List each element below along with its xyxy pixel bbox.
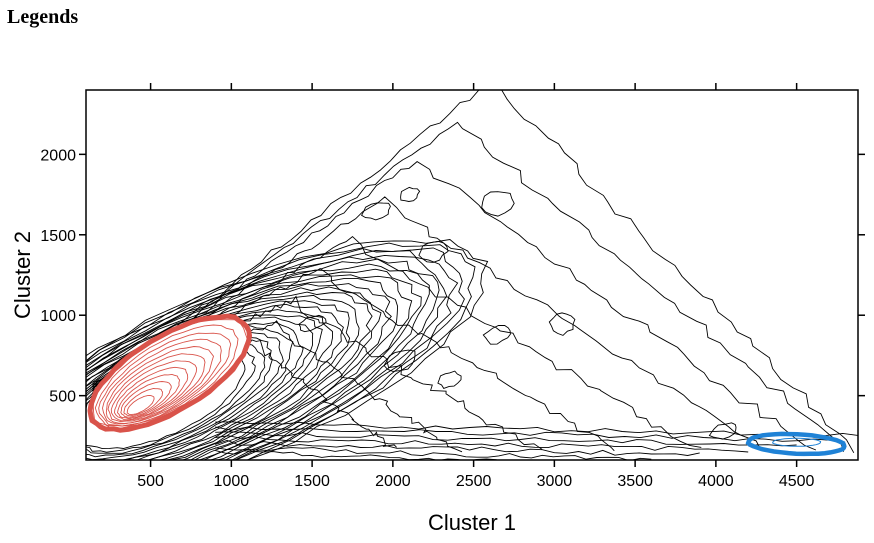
contour-line: [86, 291, 373, 460]
contour-line: [92, 161, 817, 451]
primary-cluster-contour: [117, 373, 181, 419]
contour-line: [86, 239, 489, 460]
x-tick-label: 2000: [375, 473, 411, 490]
x-tick-label: 4000: [698, 473, 734, 490]
primary-cluster-contour: [94, 324, 239, 427]
x-tick-label: 1500: [294, 473, 330, 490]
primary-cluster-contour: [98, 332, 232, 427]
contour-line: [215, 439, 700, 456]
y-tick-label: 1500: [40, 228, 76, 245]
x-axis-ticks: 500 1000 1500 2000 2500 3000 3500 4000 4500: [137, 83, 815, 490]
contour-line: [86, 268, 422, 460]
primary-cluster-contour: [107, 353, 206, 423]
contour-line: [215, 449, 517, 460]
y-tick-label: 1000: [40, 308, 76, 325]
primary-cluster-contour: [102, 338, 222, 425]
x-axis-title: Cluster 1: [428, 510, 516, 535]
x-tick-label: 4500: [779, 473, 815, 490]
contour-line: [86, 250, 459, 460]
highlighted-clusters: [87, 313, 847, 457]
y-tick-label: 500: [49, 389, 76, 406]
contour-lines: [86, 90, 858, 460]
x-tick-label: 3500: [617, 473, 653, 490]
plot-frame: [85, 89, 859, 461]
primary-cluster-contour: [110, 360, 198, 422]
contour-island: [383, 349, 416, 372]
contour-line: [92, 121, 845, 452]
contour-island: [548, 312, 576, 336]
contour-line: [86, 242, 476, 460]
primary-cluster-contour: [114, 366, 189, 420]
contour-line: [86, 263, 430, 460]
contour-island: [437, 370, 462, 389]
contour-line: [86, 286, 382, 460]
contour-line: [86, 278, 399, 460]
primary-cluster-contour: [123, 388, 164, 417]
contour-line: [215, 447, 652, 460]
contour-line: [215, 431, 797, 447]
primary-cluster-contour: [126, 394, 155, 416]
contour-island: [360, 202, 391, 221]
contour-island: [400, 186, 421, 202]
contour-line: [215, 435, 749, 453]
page-heading: Legends: [7, 6, 79, 28]
secondary-cluster-outline: [745, 431, 847, 457]
primary-cluster-contour: [120, 381, 172, 418]
contour-line: [92, 90, 855, 454]
contour-line: [86, 303, 344, 460]
contour-line: [86, 294, 360, 460]
contour-island: [708, 422, 737, 440]
contour-line: [86, 300, 351, 460]
primary-cluster-contour: [92, 319, 248, 429]
x-tick-label: 500: [137, 473, 164, 490]
y-axis-title: Cluster 2: [10, 231, 35, 319]
contour-island: [418, 241, 449, 263]
x-tick-label: 2500: [456, 473, 492, 490]
y-axis-ticks: 500 1000 1500 2000: [40, 147, 865, 406]
secondary-cluster-contour: [772, 437, 822, 447]
x-tick-label: 3000: [537, 473, 573, 490]
contour-line: [86, 258, 440, 460]
primary-cluster-contour: [105, 346, 214, 424]
contour-island: [481, 191, 515, 217]
x-tick-label: 1000: [214, 473, 250, 490]
contour-island: [298, 314, 327, 333]
y-tick-label: 2000: [40, 147, 76, 164]
contour-line: [86, 274, 413, 460]
contour-line: [215, 426, 846, 443]
contour-island: [482, 325, 511, 345]
